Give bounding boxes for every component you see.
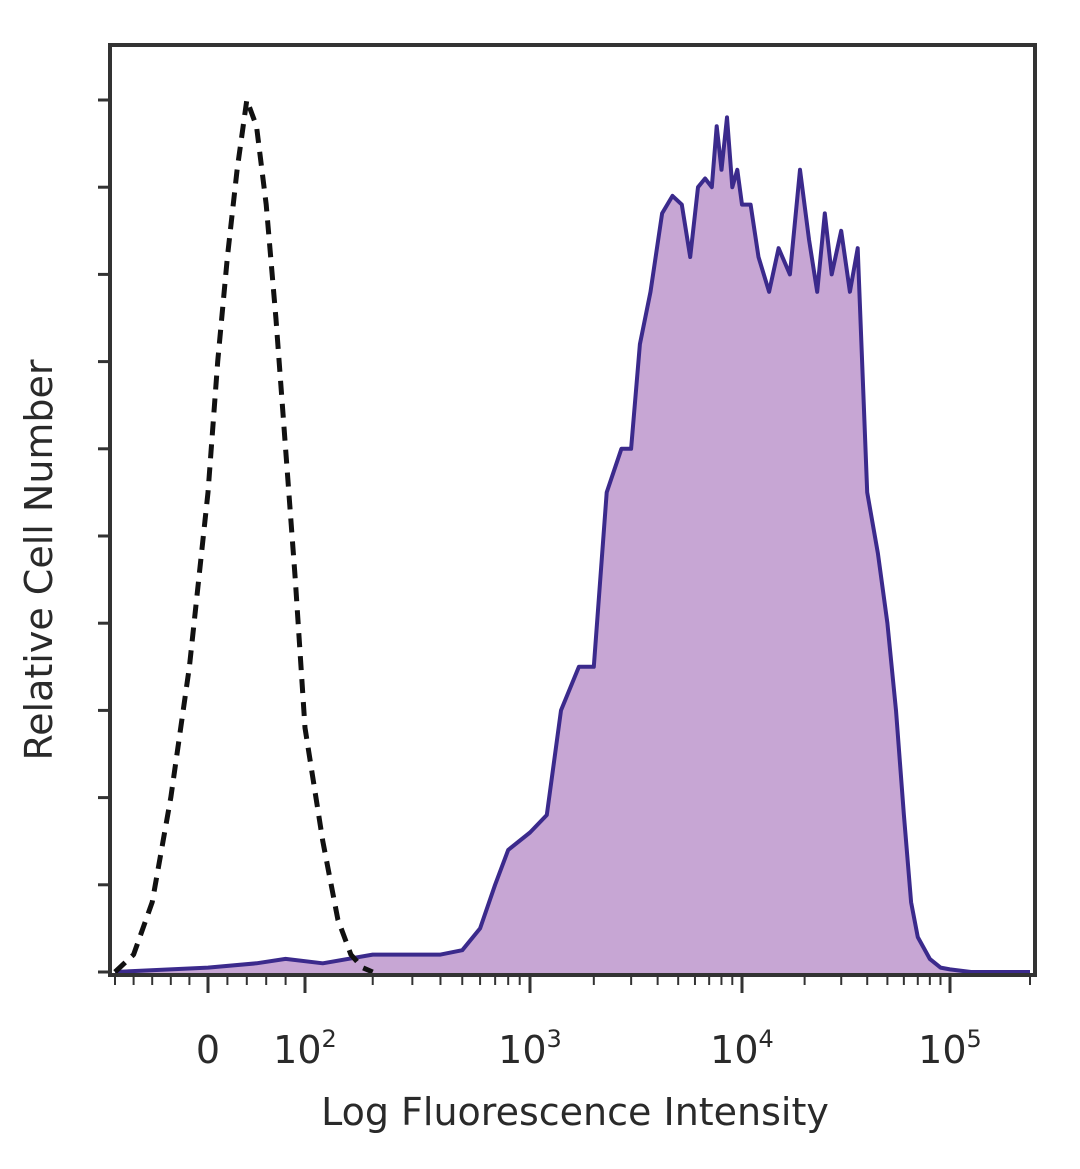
x-tick-label: 104	[710, 1025, 774, 1072]
y-axis-title: Relative Cell Number	[17, 359, 61, 760]
sample-histogram-fill	[115, 117, 1030, 973]
axis-ticks	[98, 98, 1031, 993]
x-tick-label: 103	[498, 1025, 562, 1072]
plot-frame	[108, 43, 1037, 977]
x-tick-label: 0	[196, 1028, 220, 1072]
x-axis-title: Log Fluorescence Intensity	[321, 1090, 829, 1134]
x-tick-label: 102	[273, 1025, 337, 1072]
plot-area	[113, 97, 1030, 975]
control-histogram-dashed	[113, 97, 374, 975]
sample-histogram-outline	[114, 115, 1030, 974]
x-tick-label: 105	[918, 1025, 982, 1072]
x-tick-labels: 0 102 103 104 105	[196, 1025, 982, 1072]
